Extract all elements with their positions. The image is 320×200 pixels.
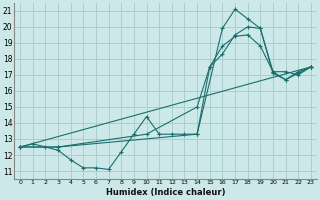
X-axis label: Humidex (Indice chaleur): Humidex (Indice chaleur) bbox=[106, 188, 225, 197]
